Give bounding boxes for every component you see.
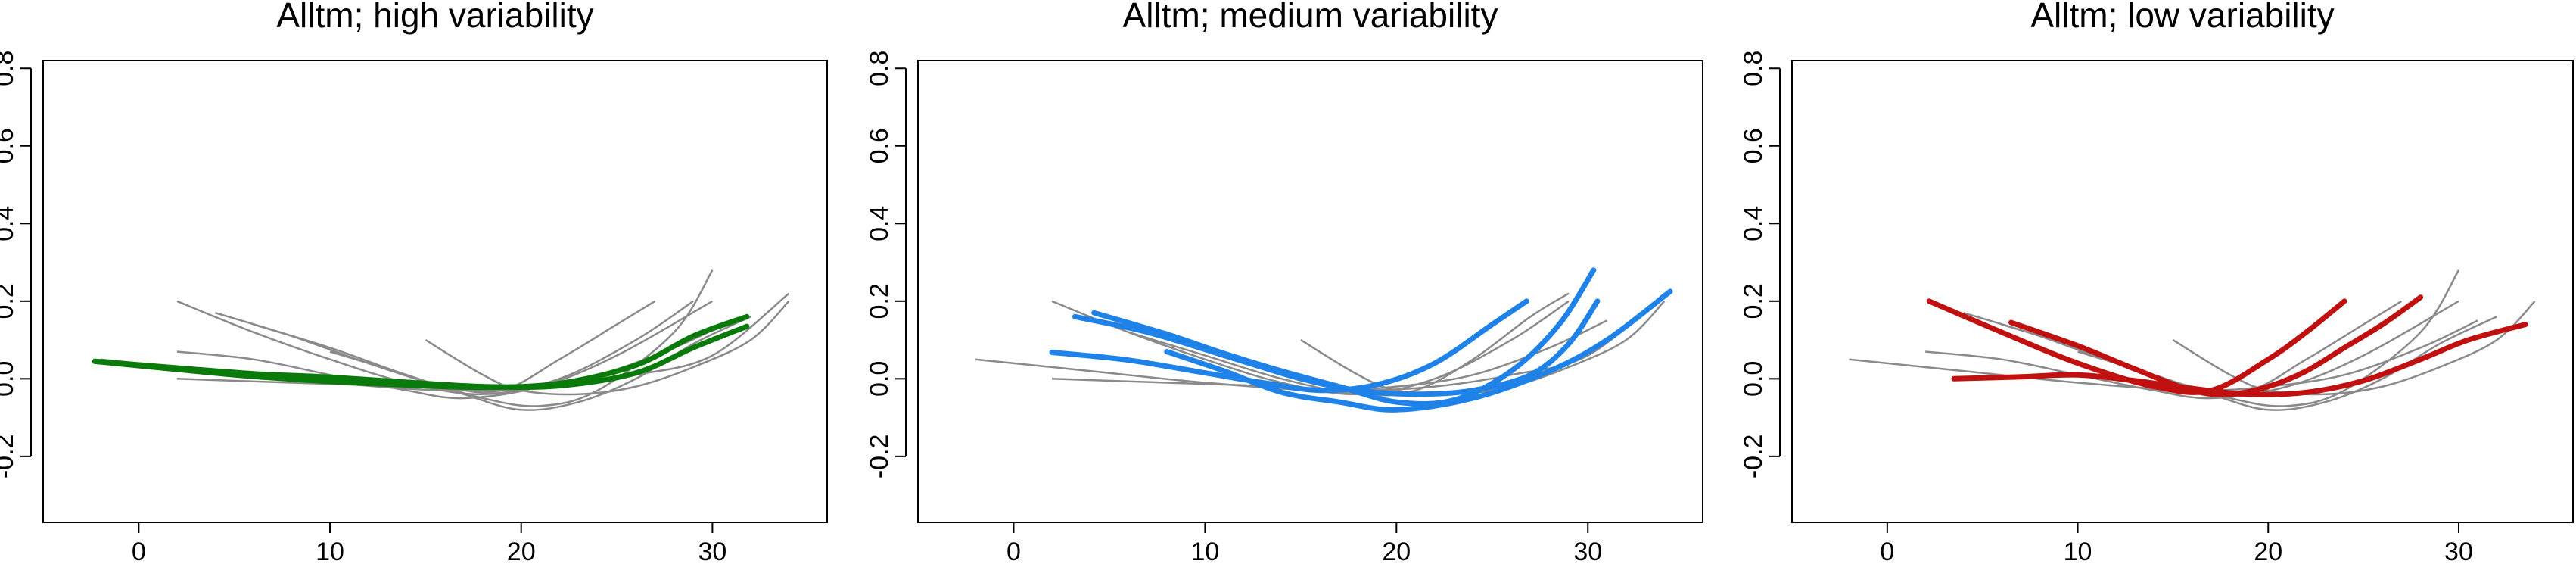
highlight-curve <box>2008 294 2424 397</box>
y-tick-label: 0.6 <box>1739 128 1768 164</box>
background-curve <box>329 316 751 411</box>
y-tick-label: -0.2 <box>0 435 19 479</box>
y-tick-label: 0.2 <box>1739 283 1768 319</box>
chart-title: Alltm; low variability <box>2030 0 2334 35</box>
highlight-curve <box>1164 288 1673 413</box>
y-tick-label: 0.4 <box>0 206 19 241</box>
y-tick-label: 0.4 <box>865 206 894 241</box>
highlight-curve <box>1049 298 1529 394</box>
y-tick-label: 0.8 <box>0 51 19 86</box>
x-tick-label: 0 <box>1880 537 1894 566</box>
x-tick-label: 10 <box>2064 537 2092 566</box>
plot-frame <box>917 60 1703 523</box>
y-tick-label: 0.2 <box>865 283 894 319</box>
x-tick-label: 10 <box>1190 537 1219 566</box>
background-curve <box>425 300 790 396</box>
y-tick-label: 0.0 <box>1739 361 1768 397</box>
x-tick-label: 20 <box>1382 537 1411 566</box>
background-curve <box>176 300 714 400</box>
y-tick-label: 0.0 <box>0 361 19 397</box>
chart-title: Alltm; medium variability <box>1123 0 1498 35</box>
x-tick-label: 30 <box>1573 537 1602 566</box>
x-tick-label: 20 <box>2254 537 2282 566</box>
highlight-curve <box>1091 267 1597 407</box>
x-tick-label: 0 <box>132 537 146 566</box>
y-tick-label: 0.6 <box>865 128 894 164</box>
background-curve <box>176 292 790 391</box>
plot-frame <box>42 60 828 523</box>
x-tick-label: 20 <box>507 537 536 566</box>
y-tick-label: 0.4 <box>1739 206 1768 241</box>
x-tick-label: 30 <box>2444 537 2473 566</box>
y-tick-label: 0.6 <box>0 128 19 164</box>
y-tick-label: -0.2 <box>1739 435 1768 479</box>
plot-area <box>975 267 1673 413</box>
highlight-curve <box>1072 298 1601 397</box>
chart-panel-3: Alltm; low variability -0.2 0.0 0.2 0.4 0.6 0.… <box>1739 0 2574 566</box>
chart-title: Alltm; high variability <box>276 0 593 35</box>
plot-area <box>1849 269 2536 411</box>
y-tick-label: 0.0 <box>865 361 894 397</box>
background-curve <box>253 269 714 407</box>
y-tick-label: 0.8 <box>865 51 894 86</box>
background-curve <box>1051 292 1666 391</box>
y-tick-label: -0.2 <box>865 435 894 479</box>
background-curve <box>1925 300 2459 400</box>
x-tick-label: 30 <box>698 537 726 566</box>
background-curve <box>2172 300 2536 396</box>
y-tick-label: 0.2 <box>0 283 19 319</box>
chart-panel-1: Alltm; high variability -0.2 0.0 0.2 0.4 0.6 0… <box>0 0 828 566</box>
plot-area <box>92 269 790 411</box>
x-tick-label: 0 <box>1006 537 1021 566</box>
y-tick-label: 0.8 <box>1739 51 1768 86</box>
highlight-curve <box>92 313 750 391</box>
background-curve <box>1300 300 1666 396</box>
x-tick-label: 10 <box>316 537 344 566</box>
chart-panel-2: Alltm; medium variability -0.2 0.0 0.2 0.4 0.… <box>865 0 1703 566</box>
plot-frame <box>1791 60 2574 523</box>
highlight-curve <box>1926 298 2347 395</box>
